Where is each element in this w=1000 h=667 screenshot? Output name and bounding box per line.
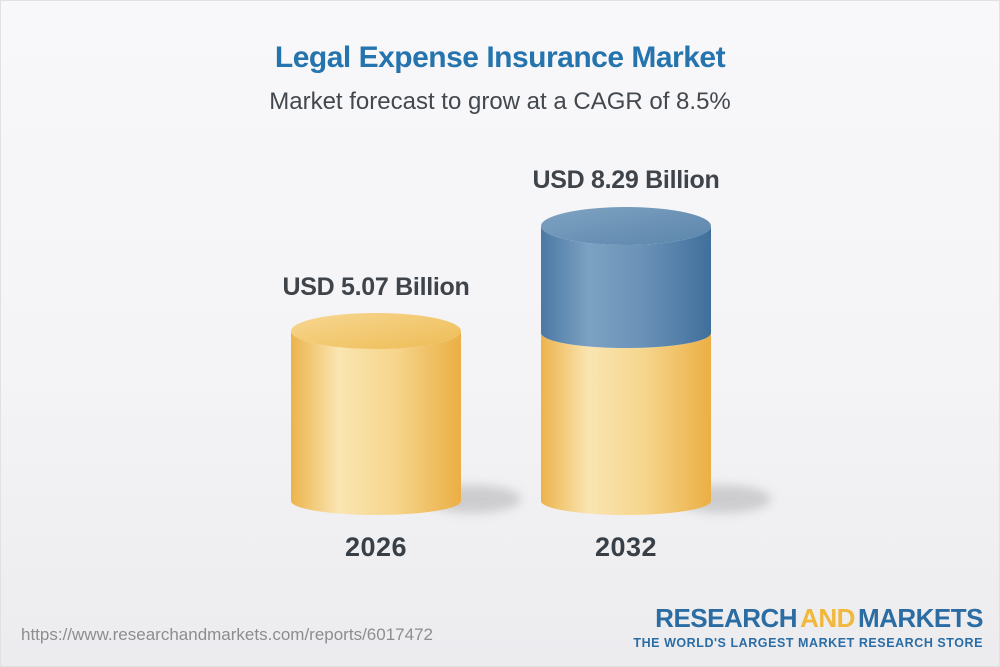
value-label-2026: USD 5.07 Billion [282, 273, 470, 301]
x-axis-label-2032: 2032 [594, 532, 658, 562]
bar-2026-top-cap [291, 313, 461, 349]
brand-word-markets: MARKETS [857, 603, 984, 633]
source-url: https://www.researchandmarkets.com/repor… [21, 625, 433, 644]
bar-2032-base-side [541, 333, 711, 515]
brand-logo: RESEARCH AND MARKETS THE WORLD'S LARGEST M… [633, 603, 983, 650]
page-title: Legal Expense Insurance Market [274, 41, 726, 74]
x-axis-label-2026: 2026 [344, 532, 408, 562]
bar-2032-top-cap [541, 207, 711, 245]
page-subtitle: Market forecast to grow at a CAGR of 8.5… [269, 88, 731, 115]
bar-2026-side [291, 331, 461, 515]
value-label-2032: USD 8.29 Billion [532, 166, 720, 194]
bar-2032-cylinder [541, 207, 711, 515]
brand-tagline: THE WORLD'S LARGEST MARKET RESEARCH STOR… [633, 636, 983, 650]
brand-word-and: AND [800, 603, 855, 633]
brand-word-research: RESEARCH [655, 603, 798, 633]
bar-2026-cylinder [291, 313, 461, 515]
bar-2032-growth-side [541, 226, 711, 348]
brand-wordmark: RESEARCH AND MARKETS [633, 603, 983, 634]
